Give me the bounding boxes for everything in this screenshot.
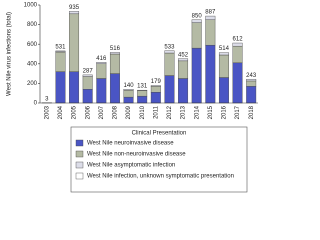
bar-segment [218,54,229,78]
x-tick-label: 2008 [113,105,119,119]
bar-segment [55,51,66,72]
legend-title: Clinical Presentation [132,131,187,137]
x-tick-label: 2003 [44,105,50,119]
bar-segment [218,52,229,56]
bar-segment [69,13,80,72]
page: {"chart_data": {"type": "stacked-bar", "… [6,2,258,193]
total-label: 131 [137,84,148,90]
bar-segment [246,78,257,82]
bar-segment [205,19,216,46]
bar-segment [191,19,202,23]
x-tick-label: 2009 [126,105,132,119]
bar-segment [55,71,66,104]
x-tick-label: 2004 [58,105,64,119]
x-tick-label: 2016 [222,105,228,119]
bar-segment [123,89,134,91]
total-label: 243 [246,73,257,79]
bar-segment [232,42,243,47]
bar-segment [164,75,175,104]
y-axis-label: West Nile virus infections (total) [7,12,13,96]
legend-label: West Nile infection, unknown symptomatic… [87,174,234,180]
bar-segment [191,22,202,49]
bar-segment [96,63,107,79]
x-tick-label: 2010 [140,105,146,119]
bar-segment [150,85,161,87]
bar-segment [69,11,80,15]
bar-segment [246,80,257,87]
bar-segment [150,92,161,104]
x-tick-label: 2013 [181,105,187,119]
total-label: 179 [151,79,162,85]
bar-segment [178,78,189,104]
chart: West Nile virus infections (total) Clini… [7,3,258,193]
bar-segment [178,60,189,79]
bar-segment [109,53,120,74]
legend-swatch [75,161,84,169]
bar-segment [109,73,120,104]
bar-segment [96,62,107,64]
total-label: 3 [45,96,49,102]
x-tick-label: 2018 [249,105,255,119]
y-tick-label: 400 [27,61,38,67]
bar-segment [69,71,80,104]
bar-segment [218,77,229,104]
x-tick-label: 2017 [235,105,241,119]
bar-segment [137,89,148,91]
total-label: 531 [55,45,66,51]
total-label: 287 [83,68,94,74]
y-tick-label: 800 [27,22,38,28]
legend-label: West Nile asymptomatic infection [87,163,175,169]
bar-segment [150,86,161,93]
bar-segment [137,95,148,104]
total-label: 140 [124,83,135,89]
bar-segment [123,90,134,98]
total-label: 612 [233,37,244,43]
y-tick-label: 1000 [24,3,38,9]
legend-swatch [75,139,84,147]
bar-segment [205,44,216,104]
total-label: 452 [178,52,189,58]
bar-segment [246,86,257,104]
total-label: 416 [96,56,107,62]
bar-segment [137,90,148,97]
y-tick-label: 600 [27,42,38,48]
bar-segment [82,74,93,77]
bar-segment [82,89,93,104]
bar-segment [232,45,243,64]
bar-segment [164,50,175,54]
total-label: 935 [69,5,80,11]
bar-segment [109,52,120,55]
legend-label: West Nile non-neuroinvasive disease [87,152,186,158]
legend-box [70,126,248,193]
total-label: 850 [192,13,203,19]
x-tick-label: 2012 [167,105,173,119]
x-tick-label: 2007 [99,105,105,119]
bar-segment [123,96,134,104]
x-tick-label: 2006 [85,105,91,119]
x-tick-label: 2014 [194,105,200,119]
legend-swatch [75,172,84,180]
bar-segment [191,47,202,104]
total-label: 887 [205,10,216,16]
bar-segment [178,58,189,62]
x-tick-label: 2005 [72,105,78,119]
legend-swatch [75,150,84,158]
total-label: 516 [110,46,121,52]
total-label: 514 [219,46,230,52]
bar-segment [96,78,107,104]
bar-segment [232,62,243,104]
bar-segment [82,76,93,90]
x-tick-label: 2011 [153,105,159,119]
legend-label: West Nile neuroinvasive disease [87,141,174,147]
total-label: 533 [164,44,175,50]
y-tick-label: 200 [27,81,38,87]
y-tick-label: 0 [34,101,38,107]
bar-segment [164,52,175,76]
x-tick-label: 2015 [208,105,214,119]
bar-segment [205,15,216,20]
